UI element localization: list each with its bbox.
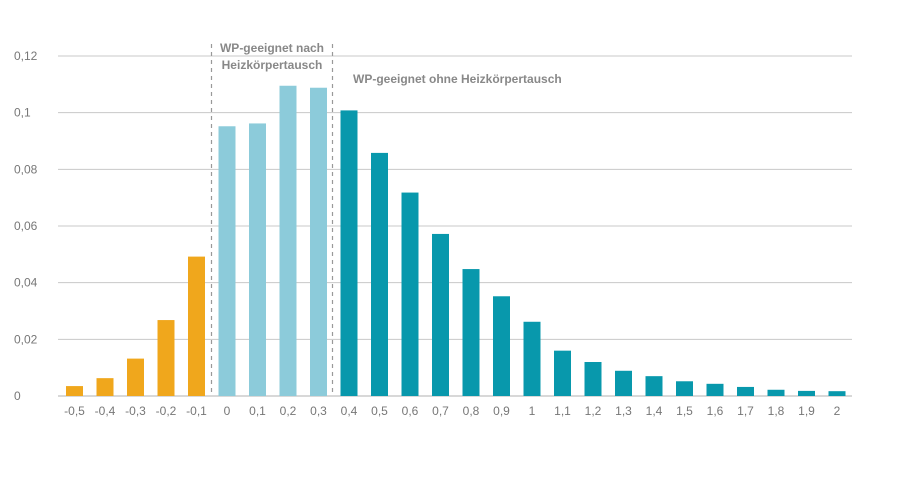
y-tick-label: 0,1 (14, 106, 31, 120)
y-tick-label: 0,08 (14, 162, 38, 176)
region-label-2-line2: Heizkörpertausch (222, 58, 323, 72)
bar (218, 126, 236, 397)
bar (310, 87, 327, 396)
bar (127, 358, 144, 396)
bar (615, 370, 632, 396)
x-tick-label: 1,2 (585, 404, 602, 418)
bar (401, 192, 419, 396)
x-tick-label: -0,2 (156, 404, 177, 418)
bar (737, 386, 754, 396)
bar (767, 389, 785, 396)
bar (157, 320, 175, 396)
bar (96, 378, 114, 396)
bar (554, 350, 571, 396)
x-tick-label: 0,7 (432, 404, 449, 418)
x-tick-label: -0,5 (64, 404, 85, 418)
x-tick-label: 1,9 (798, 404, 815, 418)
x-tick-label: 0,1 (249, 404, 266, 418)
grid-lines (58, 55, 852, 340)
bar (706, 383, 724, 396)
x-tick-label: 1,8 (768, 404, 785, 418)
x-tick-label: 0,3 (310, 404, 327, 418)
x-tick-label: 1,1 (554, 404, 571, 418)
bar (676, 381, 693, 396)
x-tick-label: 0,6 (402, 404, 419, 418)
y-axis-ticks: 0 0,02 0,04 0,06 0,08 0,1 0,12 (14, 49, 38, 403)
bar (493, 296, 510, 396)
bar (645, 376, 663, 396)
y-tick-label: 0,02 (14, 332, 38, 346)
bar (798, 390, 815, 396)
x-tick-label: -0,1 (186, 404, 207, 418)
bar (432, 233, 449, 396)
x-tick-label: 0,8 (463, 404, 480, 418)
y-tick-label: 0 (14, 389, 21, 403)
bar (371, 152, 388, 396)
y-tick-label: 0,04 (14, 276, 38, 290)
x-tick-label: 0,2 (280, 404, 297, 418)
x-tick-label: 1 (529, 404, 536, 418)
x-tick-label: 1,4 (646, 404, 663, 418)
x-tick-label: -0,3 (125, 404, 146, 418)
y-tick-label: 0,06 (14, 219, 38, 233)
x-axis-ticks: -0,5 -0,4 -0,3 -0,2 -0,1 0 0,1 0,2 0,3 0,4 0,5 0,6 0… (64, 404, 841, 418)
bar (462, 269, 480, 396)
bar (523, 321, 541, 396)
bar (188, 256, 205, 396)
bars (66, 85, 846, 397)
region-label-3: WP-geeignet ohne Heizkörpertausch (353, 72, 562, 86)
x-tick-label: -0,4 (95, 404, 116, 418)
x-tick-label: 2 (834, 404, 841, 418)
x-tick-label: 1,6 (707, 404, 724, 418)
bar (249, 123, 266, 396)
bar (66, 386, 83, 396)
x-tick-label: 0,4 (341, 404, 358, 418)
y-tick-label: 0,12 (14, 49, 38, 63)
bar (584, 362, 602, 396)
x-tick-label: 1,5 (676, 404, 693, 418)
x-tick-label: 0,9 (493, 404, 510, 418)
x-tick-label: 1,7 (737, 404, 754, 418)
x-tick-label: 0,5 (371, 404, 388, 418)
bar (340, 110, 358, 397)
x-tick-label: 1,3 (615, 404, 632, 418)
region-label-2-line1: WP-geeignet nach (220, 41, 324, 55)
x-tick-label: 0 (224, 404, 231, 418)
bar (828, 391, 846, 396)
bar (279, 85, 297, 396)
